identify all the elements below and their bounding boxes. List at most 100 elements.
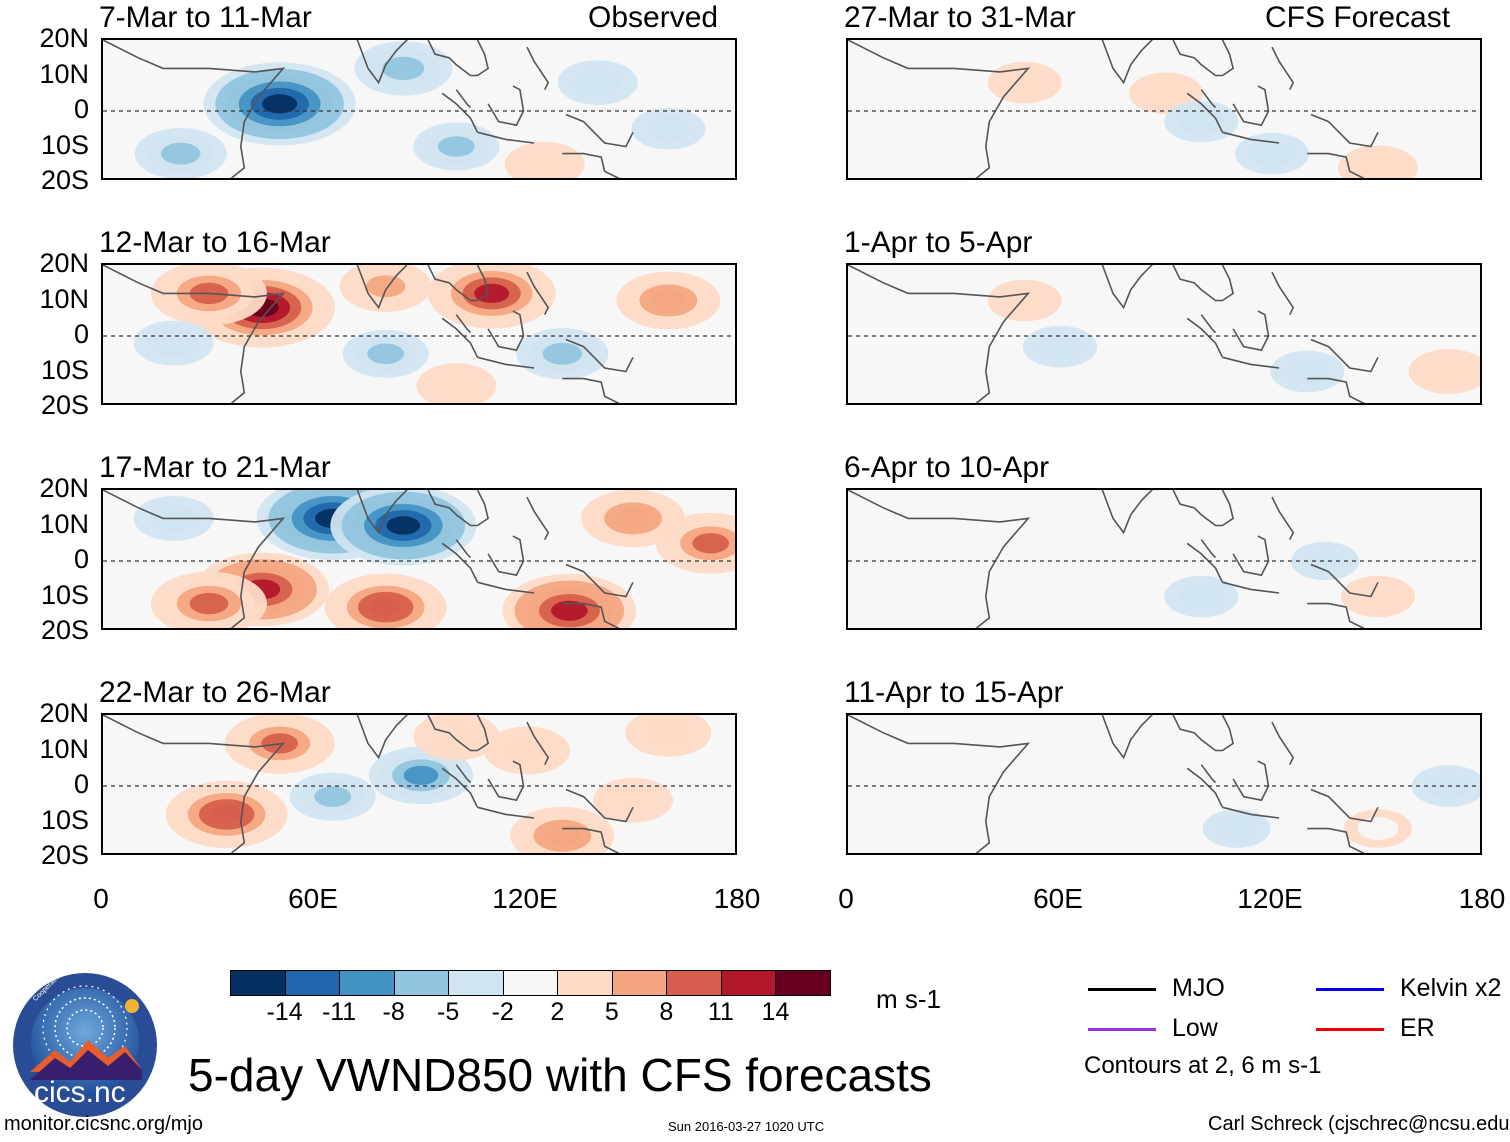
colorbar-label: -8: [382, 998, 405, 1026]
y-tick-label: 20N: [39, 698, 89, 728]
coastline: [103, 715, 286, 853]
anomaly-cell: [1143, 80, 1189, 106]
anomaly-cell: [403, 765, 439, 785]
colorbar-swatch: [775, 970, 831, 996]
timestamp: Sun 2016-03-27 1020 UTC: [668, 1119, 825, 1134]
anomaly-cell: [262, 94, 298, 114]
coastline: [356, 715, 409, 760]
coastline: [1271, 46, 1295, 91]
colorbar-label: 5: [604, 998, 619, 1026]
x-tick-label: 60E: [1033, 883, 1083, 914]
coastline: [565, 563, 634, 598]
author-credit: Carl Schreck (cjschrec@ncsu.edu): [1208, 1113, 1510, 1135]
coastline: [562, 152, 620, 178]
map-panel: [846, 713, 1482, 855]
coastline: [848, 490, 1031, 628]
coastline: [1101, 40, 1154, 85]
y-tick-label: 20N: [39, 23, 89, 53]
coastline: [1310, 788, 1379, 823]
anomaly-cell: [1355, 584, 1401, 609]
anomaly-cell: [210, 805, 244, 824]
anomaly-cell: [1357, 817, 1399, 841]
anomaly-cell: [1037, 334, 1083, 360]
coastline: [526, 46, 550, 91]
y-tick-label: 20S: [40, 615, 89, 645]
coastline: [356, 490, 409, 535]
coastline: [1186, 767, 1224, 808]
anomaly-cell: [189, 592, 229, 615]
legend-line: [1316, 1028, 1384, 1031]
colorbar-swatch: [611, 970, 668, 996]
y-tick-label: 20N: [39, 248, 89, 278]
anomaly-cell: [1002, 288, 1047, 313]
panel-title: 27-Mar to 31-Mar: [844, 1, 1076, 34]
vwnd-map: [848, 490, 1480, 628]
colorbar-swatch: [230, 970, 286, 996]
anomaly-cell: [161, 142, 201, 165]
y-tick-label: 0: [73, 769, 89, 799]
anomaly-cell: [365, 275, 406, 298]
anomaly-cell: [615, 508, 651, 528]
coastline: [1101, 715, 1154, 760]
panel-title: 1-Apr to 5-Apr: [844, 226, 1033, 259]
coastline: [427, 265, 490, 302]
anomaly-cell: [437, 136, 475, 157]
panel-title: 11-Apr to 15-Apr: [844, 676, 1064, 709]
y-tick-label: 10S: [40, 129, 89, 160]
coastline: [562, 377, 620, 403]
y-tick-label: 0: [73, 94, 89, 124]
x-tick-label: 180: [1458, 883, 1506, 914]
colorbar-swatch: [448, 970, 504, 996]
observed-label: Observed: [588, 1, 719, 34]
coastline: [562, 827, 620, 853]
coastline: [427, 490, 490, 527]
anomaly-cell: [437, 726, 475, 747]
coastline: [103, 265, 286, 403]
coastline: [565, 113, 634, 148]
legend-line: [1088, 1028, 1156, 1031]
coastline: [1232, 85, 1270, 127]
coastline: [565, 338, 634, 373]
colorbar-swatch: [339, 970, 395, 996]
coastline: [1310, 563, 1379, 598]
coastline: [1172, 715, 1235, 752]
y-tick-label: 20S: [40, 165, 89, 195]
anomaly-cell: [573, 69, 622, 97]
coastline: [1200, 539, 1217, 559]
coastline: [427, 715, 490, 752]
coastline: [1222, 356, 1280, 369]
panel-title: 12-Mar to 16-Mar: [99, 226, 331, 259]
anomaly-cell: [386, 516, 421, 535]
coastline: [1310, 338, 1379, 373]
anomaly-cell: [1249, 141, 1295, 167]
coastline: [1172, 265, 1235, 302]
anomaly-cell: [1285, 359, 1330, 384]
y-tick-label: 10N: [39, 508, 89, 539]
coastline: [562, 602, 620, 628]
coastline: [103, 490, 286, 628]
legend-label: ER: [1400, 1014, 1435, 1042]
coastline: [1271, 496, 1295, 541]
coastline: [1310, 113, 1379, 148]
colorbar-label: -2: [491, 998, 514, 1026]
coastline: [1307, 827, 1365, 853]
x-tick-label: 0: [838, 883, 854, 914]
coastline: [1307, 377, 1365, 403]
coastline: [526, 496, 550, 541]
y-tick-label: 20S: [40, 840, 89, 870]
anomaly-cell: [1179, 584, 1224, 609]
anomaly-cell: [474, 283, 510, 303]
anomaly-cell: [1216, 817, 1258, 841]
coastline: [487, 535, 525, 577]
colorbar-label: 14: [761, 998, 790, 1026]
coastline: [1222, 581, 1280, 594]
panel-title: 22-Mar to 26-Mar: [99, 676, 331, 709]
colorbar-swatch: [720, 970, 777, 996]
panel-title: 6-Apr to 10-Apr: [844, 451, 1050, 484]
anomaly-cell: [1354, 154, 1402, 178]
anomaly-cell: [692, 533, 730, 554]
x-tick-label: 120E: [1237, 883, 1303, 914]
colorbar-label: 2: [550, 998, 565, 1026]
coastline: [848, 40, 1031, 178]
coastline: [455, 764, 472, 784]
